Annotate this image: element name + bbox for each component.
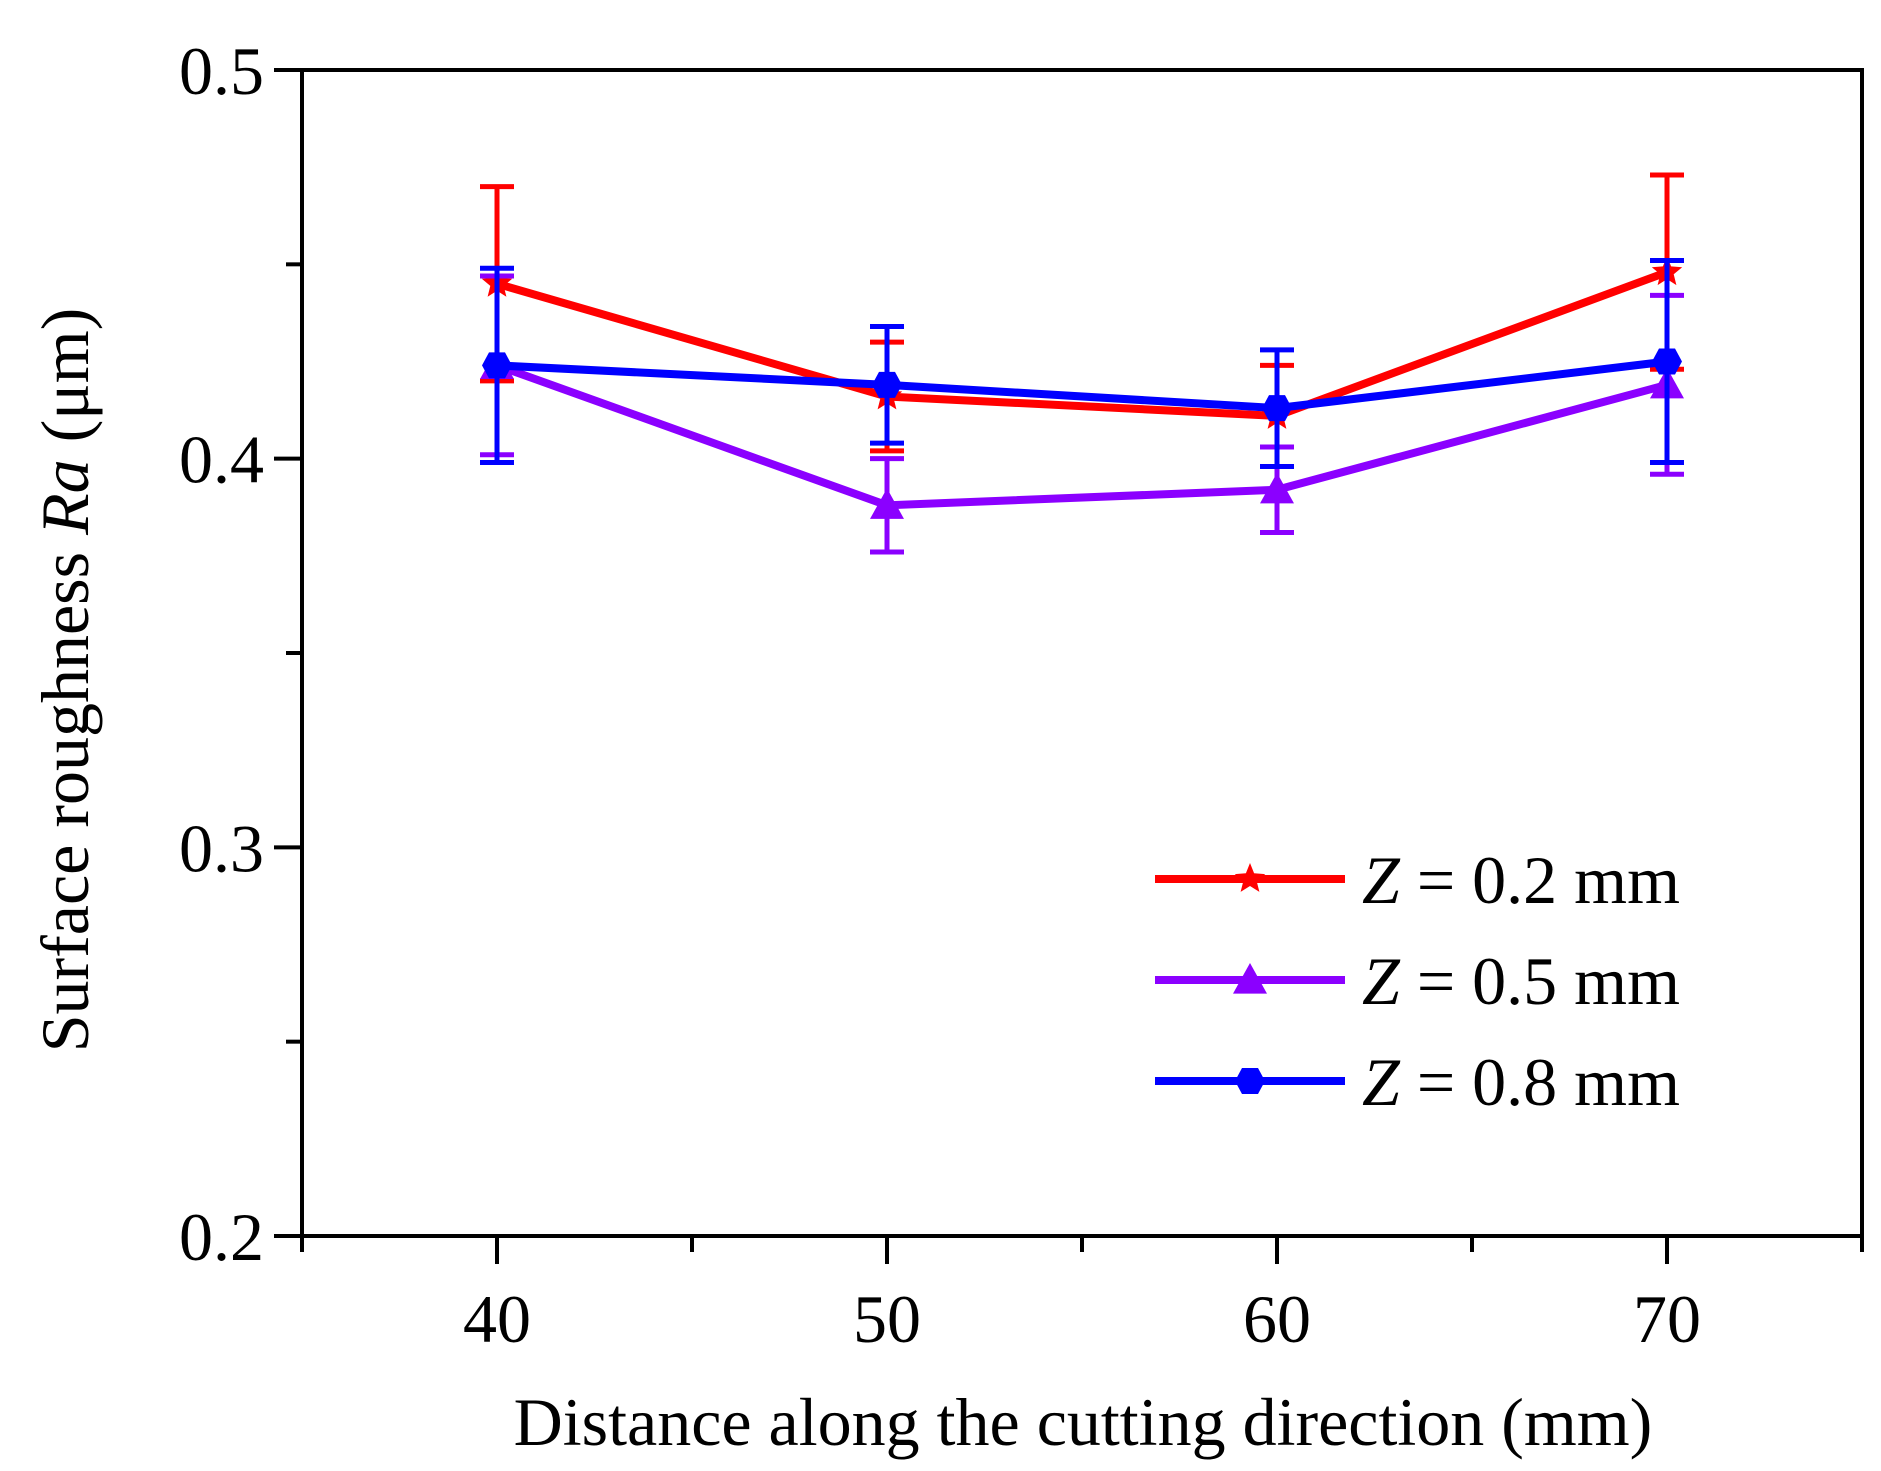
- series-layer: [480, 172, 1684, 555]
- y-tick-label: 0.2: [179, 1199, 264, 1275]
- x-tick-label: 60: [1243, 1281, 1311, 1357]
- legend-marker: [1235, 1068, 1265, 1094]
- series-line: [495, 268, 1669, 420]
- series-2: [480, 257, 1684, 469]
- legend-label: Z = 0.2 mm: [1362, 842, 1680, 918]
- y-axis-title-italic: Ra: [27, 459, 103, 536]
- legend-label: Z = 0.8 mm: [1362, 1044, 1680, 1120]
- x-tick-label: 50: [853, 1281, 921, 1357]
- legend-label-italic: Z: [1362, 943, 1401, 1019]
- tick-labels: 0.2 0.3 0.4 0.5 40 50 60 70: [179, 33, 1701, 1357]
- legend-label-rest: = 0.2 mm: [1400, 842, 1680, 918]
- data-point: [1262, 395, 1292, 422]
- minor-ticks: [286, 262, 1864, 1252]
- data-point: [872, 371, 902, 398]
- x-axis-title: Distance along the cutting direction (mm…: [514, 1384, 1653, 1460]
- legend: Z = 0.2 mmZ = 0.5 mmZ = 0.8 mm: [1155, 842, 1680, 1120]
- legend-item-0: Z = 0.2 mm: [1155, 842, 1680, 918]
- legend-item-1: Z = 0.5 mm: [1155, 943, 1680, 1019]
- data-point: [1652, 348, 1682, 375]
- series-line: [495, 361, 1669, 510]
- y-axis-title: Surface roughness Ra (μm): [27, 308, 103, 1053]
- y-tick-label: 0.3: [179, 810, 264, 886]
- y-axis-title-suffix: (μm): [27, 308, 103, 460]
- legend-item-2: Z = 0.8 mm: [1155, 1044, 1680, 1120]
- legend-label: Z = 0.5 mm: [1362, 943, 1680, 1019]
- y-axis-title-prefix: Surface roughness: [27, 535, 103, 1052]
- y-tick-label: 0.5: [179, 33, 264, 109]
- x-tick-label: 70: [1633, 1281, 1701, 1357]
- y-tick-label: 0.4: [179, 422, 264, 498]
- legend-label-italic: Z: [1362, 842, 1401, 918]
- x-tick-label: 40: [463, 1281, 531, 1357]
- plot-frame: [300, 68, 1864, 1238]
- legend-marker: [1234, 863, 1266, 892]
- axes: [274, 68, 1864, 1264]
- data-point: [870, 488, 904, 519]
- legend-label-rest: = 0.5 mm: [1400, 943, 1680, 1019]
- data-point: [482, 352, 512, 379]
- series-line: [496, 357, 1668, 413]
- data-point: [1260, 472, 1294, 504]
- series-1: [480, 273, 1684, 555]
- legend-marker: [1233, 963, 1267, 994]
- legend-label-italic: Z: [1362, 1044, 1401, 1120]
- legend-label-rest: = 0.8 mm: [1400, 1044, 1680, 1120]
